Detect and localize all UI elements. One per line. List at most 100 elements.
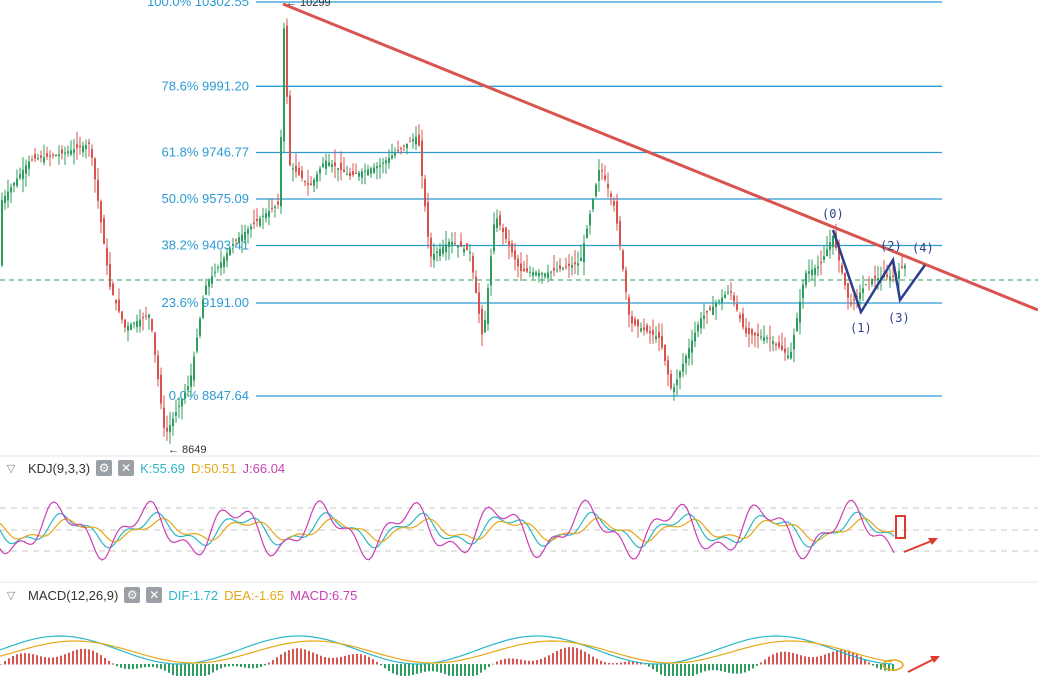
macd-bar: [324, 656, 326, 665]
wave-label-3: (3): [888, 311, 910, 325]
candle-body: [295, 165, 297, 172]
macd-bar: [660, 664, 662, 675]
candle-body: [169, 425, 171, 433]
gear-icon[interactable]: ⚙: [124, 587, 141, 603]
macd-bar: [808, 656, 810, 665]
close-icon[interactable]: ✕: [118, 460, 135, 476]
candle-body: [385, 160, 387, 164]
kdj-indicator-name[interactable]: KDJ(9,3,3): [28, 460, 91, 476]
candle-body: [454, 243, 456, 245]
candlesticks: [1, 18, 906, 445]
gear-icon[interactable]: ⚙: [96, 460, 113, 476]
candle-body: [388, 157, 390, 163]
candle-body: [19, 174, 21, 178]
candle-body: [655, 336, 657, 340]
candle-body: [892, 276, 894, 278]
candle-body: [901, 266, 903, 269]
candle-body: [235, 239, 237, 241]
candle-body: [70, 150, 72, 155]
macd-bar: [792, 652, 794, 665]
candle-body: [679, 371, 681, 378]
macd-bar: [616, 662, 618, 665]
candle-body: [445, 244, 447, 253]
macd-bar: [216, 664, 218, 671]
candle-body: [838, 242, 840, 261]
macd-bar: [564, 647, 566, 665]
candle-body: [313, 179, 315, 186]
candle-body: [172, 418, 174, 427]
candle-body: [277, 201, 279, 205]
candle-body: [373, 167, 375, 173]
macd-bar: [824, 654, 826, 665]
candle-body: [358, 172, 360, 177]
candle-body: [85, 144, 87, 150]
candle-body: [190, 375, 192, 387]
candle-body: [178, 405, 180, 407]
candle-body: [625, 270, 627, 292]
candle-body: [88, 142, 90, 144]
candle-body: [403, 145, 405, 147]
candle-body: [820, 261, 822, 264]
candle-body: [898, 270, 900, 279]
macd-bar: [0, 664, 2, 665]
macd-bar: [740, 664, 742, 674]
candle-body: [415, 136, 417, 145]
candle-body: [781, 345, 783, 350]
candle-body: [616, 201, 618, 224]
macd-bar: [256, 664, 258, 668]
candle-body: [721, 297, 723, 303]
elliott-wave-path[interactable]: [831, 229, 927, 315]
candle-body: [166, 427, 168, 432]
candle-body: [394, 152, 396, 156]
macd-bar: [796, 654, 798, 665]
collapse-chevron-icon[interactable]: ▽: [6, 462, 16, 475]
candle-body: [82, 146, 84, 153]
candle-body: [511, 242, 513, 253]
collapse-chevron-icon[interactable]: ▽: [6, 589, 16, 602]
candle-body: [103, 218, 105, 244]
macd-bar: [368, 656, 370, 665]
candle-body: [643, 327, 645, 330]
macd-bar: [40, 656, 42, 665]
candle-body: [526, 268, 528, 272]
macd-bar: [344, 655, 346, 665]
close-icon[interactable]: ✕: [146, 587, 163, 603]
macd-bar: [836, 650, 838, 665]
candle-body: [601, 170, 603, 172]
macd-bar: [316, 654, 318, 665]
candle-body: [733, 295, 735, 302]
candle-body: [397, 149, 399, 151]
kdj-j-value: J:66.04: [242, 460, 286, 476]
candle-body: [343, 169, 345, 173]
macd-bar: [68, 652, 70, 665]
macd-bar: [460, 664, 462, 676]
macd-indicator-name[interactable]: MACD(12,26,9): [28, 587, 119, 603]
candle-body: [778, 342, 780, 348]
candle-body: [391, 155, 393, 159]
macd-bar: [356, 653, 358, 665]
candle-body: [475, 276, 477, 294]
candle-body: [334, 162, 336, 167]
candle-body: [877, 277, 879, 280]
candle-body: [628, 297, 630, 315]
candle-body: [265, 213, 267, 219]
macd-bar: [140, 664, 142, 668]
candle-body: [442, 246, 444, 254]
candle-body: [865, 284, 867, 286]
candle-body: [361, 171, 363, 178]
macd-bar: [228, 664, 230, 667]
macd-bar: [116, 664, 118, 667]
candle-body: [175, 412, 177, 416]
candle-body: [592, 199, 594, 210]
macd-bar: [780, 651, 782, 665]
trendline[interactable]: [282, 2, 1038, 312]
kdj-k-value: K:55.69: [140, 460, 185, 476]
candle-body: [751, 329, 753, 335]
candle-body: [460, 241, 462, 247]
macd-bar: [772, 654, 774, 665]
macd-bar: [76, 649, 78, 665]
candle-body: [316, 174, 318, 182]
candle-body: [610, 193, 612, 197]
candle-body: [583, 243, 585, 263]
